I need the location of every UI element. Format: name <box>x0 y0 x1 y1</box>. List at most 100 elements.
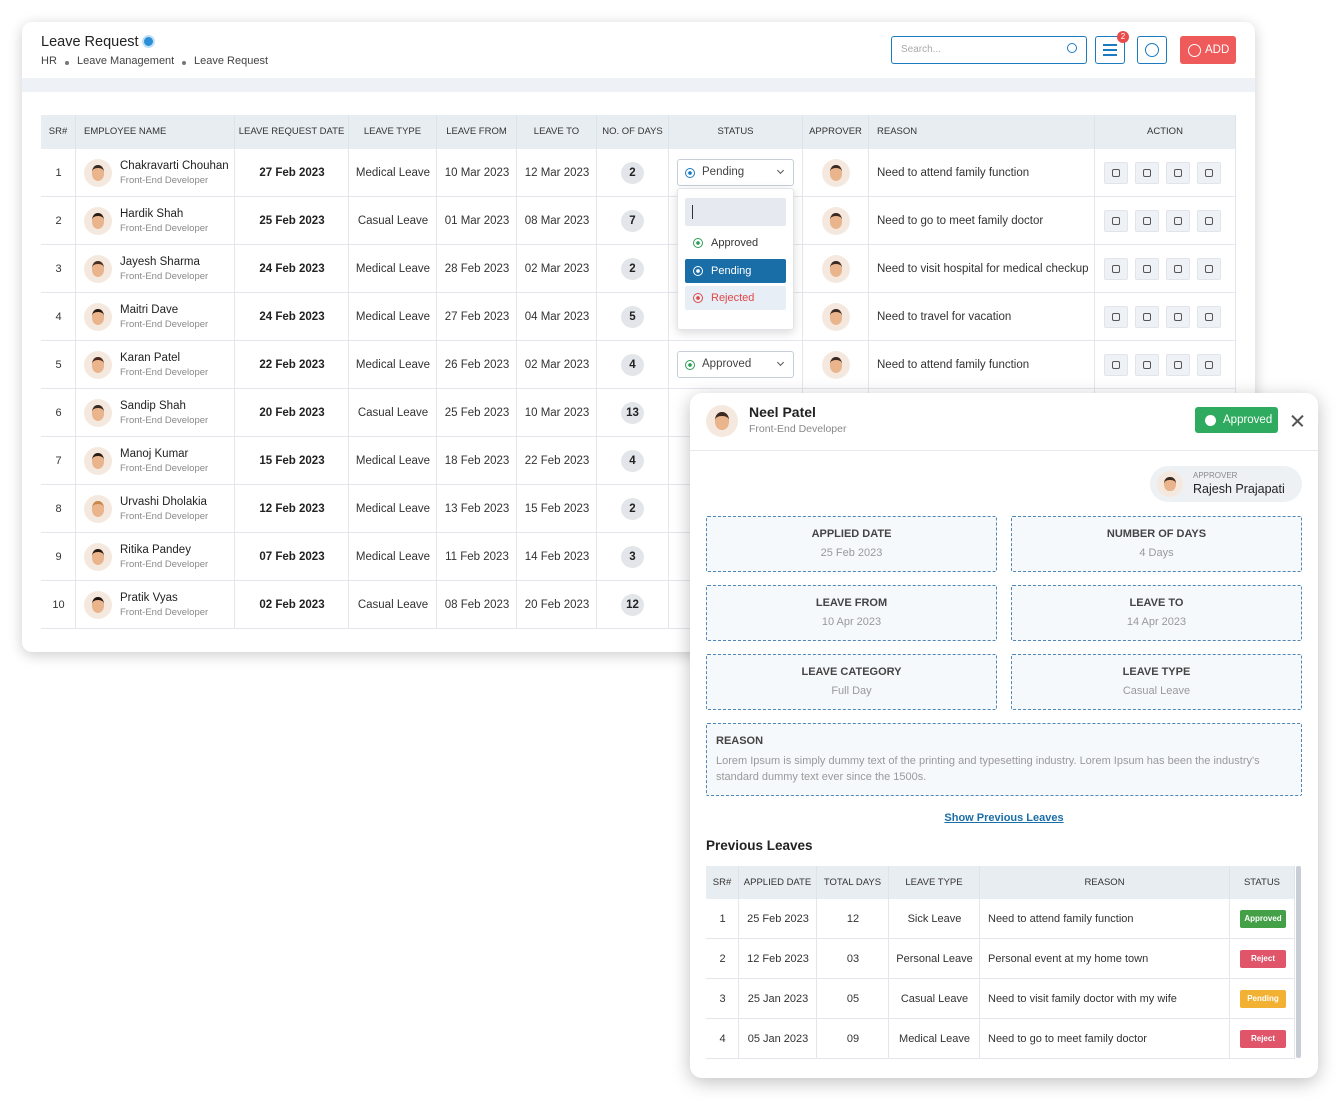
action-button[interactable] <box>1135 306 1159 328</box>
previous-status: Approved <box>1240 910 1286 928</box>
table-cell <box>517 341 597 389</box>
field-box <box>706 516 997 572</box>
action-button[interactable] <box>1197 354 1221 376</box>
previous-date: 25 Jan 2023 <box>747 993 809 1005</box>
action-icon <box>1174 313 1182 321</box>
action-button[interactable] <box>1104 306 1128 328</box>
avatar-face <box>714 412 730 430</box>
action-button[interactable] <box>1197 306 1221 328</box>
table-cell <box>349 245 437 293</box>
table-cell <box>869 341 1095 389</box>
table-cell <box>437 437 517 485</box>
previous-header-cell: STATUS <box>1230 866 1295 899</box>
days-badge: 3 <box>621 546 644 568</box>
table-cell <box>517 485 597 533</box>
previous-cell <box>889 1019 980 1059</box>
action-button[interactable] <box>1135 162 1159 184</box>
table-header-cell: APPROVER <box>803 115 869 149</box>
previous-sr: 4 <box>719 1033 726 1045</box>
reason: Need to visit hospital for medical check… <box>877 263 1089 275</box>
leave-type: Casual Leave <box>357 599 429 611</box>
action-button[interactable] <box>1104 210 1128 232</box>
leave-from: 13 Feb 2023 <box>444 503 510 515</box>
action-button[interactable] <box>1104 258 1128 280</box>
action-button[interactable] <box>1135 258 1159 280</box>
previous-cell <box>817 939 889 979</box>
previous-reason: Need to go to meet family doctor <box>988 1033 1147 1045</box>
action-button[interactable] <box>1166 354 1190 376</box>
status-select[interactable] <box>677 351 794 378</box>
previous-cell <box>1230 899 1295 939</box>
request-date: 24 Feb 2023 <box>259 311 325 323</box>
dropdown-search[interactable] <box>685 198 786 226</box>
action-button[interactable] <box>1104 162 1128 184</box>
action-button[interactable] <box>1166 258 1190 280</box>
previous-type: Medical Leave <box>899 1033 970 1045</box>
action-icon <box>1205 217 1213 225</box>
table-cell <box>349 197 437 245</box>
sr: 9 <box>55 551 62 563</box>
leave-type: Medical Leave <box>355 359 431 371</box>
previous-cell <box>706 939 739 979</box>
action-button[interactable] <box>1197 210 1221 232</box>
sr: 10 <box>52 599 65 611</box>
table-cell <box>349 533 437 581</box>
table-cell <box>349 485 437 533</box>
previous-sr: 3 <box>719 993 726 1005</box>
action-button[interactable] <box>1104 354 1128 376</box>
avatar-face <box>829 309 843 325</box>
status-select[interactable] <box>677 159 794 186</box>
table-cell <box>517 245 597 293</box>
table-header-cell: LEAVE TYPE <box>349 115 437 149</box>
action-button[interactable] <box>1166 162 1190 184</box>
page-title: Leave Request <box>41 34 139 50</box>
table-cell <box>76 341 235 389</box>
action-button[interactable] <box>1197 258 1221 280</box>
breadcrumb-item[interactable]: Leave Management <box>77 55 175 67</box>
field-box <box>706 585 997 641</box>
field-value: 10 Apr 2023 <box>821 616 882 628</box>
action-icon <box>1205 265 1213 273</box>
action-button[interactable] <box>1166 210 1190 232</box>
previous-cell <box>1230 939 1295 979</box>
table-cell <box>41 533 76 581</box>
leave-to: 20 Feb 2023 <box>524 599 590 611</box>
leave-type: Casual Leave <box>357 215 429 227</box>
previous-cell <box>980 1019 1230 1059</box>
avatar-face <box>91 213 105 229</box>
previous-cell <box>817 1019 889 1059</box>
info-button[interactable] <box>1137 36 1167 64</box>
table-cell <box>517 389 597 437</box>
action-button[interactable] <box>1197 162 1221 184</box>
days-badge: 2 <box>621 162 644 184</box>
leave-from: 18 Feb 2023 <box>444 455 510 467</box>
field-box <box>1011 516 1302 572</box>
employee-role: Front-End Developer <box>120 271 209 282</box>
action-button[interactable] <box>1135 210 1159 232</box>
show-previous-link[interactable]: Show Previous Leaves <box>944 812 1064 824</box>
action-icon <box>1143 361 1151 369</box>
previous-cell <box>817 979 889 1019</box>
action-button[interactable] <box>1166 306 1190 328</box>
avatar-face <box>829 261 843 277</box>
filter-button[interactable] <box>1095 36 1125 64</box>
reason: Need to attend family function <box>877 167 1030 179</box>
table-cell <box>437 485 517 533</box>
avatar-face <box>91 309 105 325</box>
approver-name: Rajesh Prajapati <box>1193 482 1285 496</box>
leave-to: 10 Mar 2023 <box>524 407 590 419</box>
avatar-face <box>91 549 105 565</box>
employee-role: Front-End Developer <box>120 463 209 474</box>
action-button[interactable] <box>1135 354 1159 376</box>
days-badge: 13 <box>621 402 644 424</box>
leave-to: 08 Mar 2023 <box>524 215 590 227</box>
employee-role: Front-End Developer <box>120 319 209 330</box>
previous-date: 25 Feb 2023 <box>747 913 809 925</box>
table-cell <box>41 485 76 533</box>
breadcrumb-item[interactable]: HR <box>41 55 57 67</box>
reason: Need to attend family function <box>877 359 1030 371</box>
previous-reason: Need to visit family doctor with my wife <box>988 993 1177 1005</box>
request-date: 20 Feb 2023 <box>259 407 325 419</box>
table-cell <box>437 341 517 389</box>
search-input[interactable]: Search... <box>891 36 1087 64</box>
